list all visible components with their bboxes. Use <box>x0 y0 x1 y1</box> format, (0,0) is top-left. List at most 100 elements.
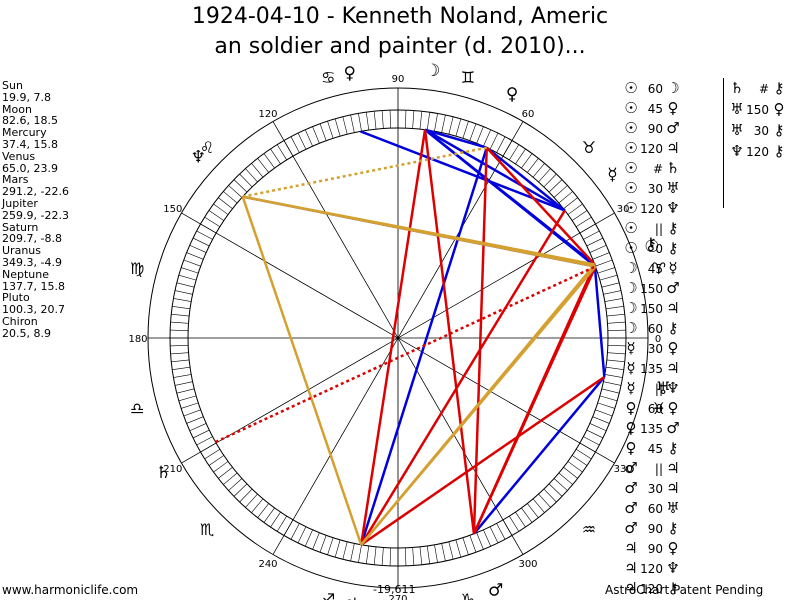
degree-tick <box>251 498 264 513</box>
degree-tick <box>381 547 384 566</box>
aspect-planet-a: ♂ <box>624 519 638 537</box>
degree-tick <box>543 488 557 503</box>
degree-tick <box>455 118 462 137</box>
aspect-row: ♂ 90 ⚷ <box>623 518 681 538</box>
degree-tick <box>319 123 327 141</box>
zodiac-sign-glyph: ♑ <box>461 590 475 600</box>
degree-tick <box>342 116 348 135</box>
planet-name: Sun <box>2 79 23 92</box>
degree-tick <box>521 153 533 169</box>
aspect-planet-b: ♃ <box>666 139 680 157</box>
aspect-angle: 150 <box>640 282 663 296</box>
aspect-row: ☉ 0 ⚷ <box>623 238 681 258</box>
site-url: www.harmoniclife.com <box>2 583 139 597</box>
degree-tick <box>297 132 307 150</box>
aspect-planet-b: ♂ <box>666 279 680 297</box>
degree-tick <box>606 313 625 317</box>
degree-tick <box>270 148 281 165</box>
degree-tick <box>170 345 189 347</box>
degree-tick <box>276 144 287 161</box>
degree-label: 270 <box>388 594 407 600</box>
center-coordinate: -19,611 <box>373 583 416 596</box>
degree-tick <box>358 113 362 132</box>
degree-tick <box>290 523 300 540</box>
degree-tick <box>575 449 592 460</box>
degree-tick <box>583 230 600 240</box>
chart-title-line2: an soldier and painter (d. 2010)... <box>214 34 586 59</box>
aspect-angle: 60 <box>647 402 663 416</box>
aspect-planet-a: ☽ <box>624 299 638 317</box>
degree-tick <box>589 423 607 432</box>
degree-tick <box>469 535 477 553</box>
degree-tick <box>170 352 189 355</box>
zodiac-sign-glyph: ♓ <box>652 399 666 418</box>
aspect-row: ☉ 60 ☽ <box>623 78 681 98</box>
planet-name: Venus <box>2 149 36 163</box>
degree-tick <box>426 112 431 131</box>
aspect-planet-b: ♀ <box>667 399 679 417</box>
degree-tick <box>592 252 610 260</box>
degree-tick <box>597 267 615 274</box>
aspect-planet-b: ♀ <box>773 100 785 118</box>
planet-position: 137.7, 15.8 <box>2 279 65 293</box>
degree-tick <box>181 402 199 409</box>
aspect-row: ♂ 30 ♃ <box>623 478 681 498</box>
aspect-planet-a: ♂ <box>624 459 638 477</box>
degree-tick <box>592 416 610 424</box>
aspect-row: ☉ 90 ♂ <box>623 118 681 138</box>
aspect-planet-b: ⚷ <box>667 219 679 237</box>
planet-position: 259.9, -22.3 <box>2 208 69 222</box>
aspect-row: ☽ 45 ☿ <box>623 258 681 278</box>
aspect-planet-a: ☽ <box>624 279 638 297</box>
degree-tick <box>604 374 623 378</box>
aspect-angle: # <box>652 162 663 176</box>
degree-tick <box>172 305 191 310</box>
degree-tick <box>373 111 377 130</box>
degree-tick <box>605 305 624 310</box>
planet-position: 100.3, 20.7 <box>2 303 65 317</box>
aspect-row: ☉ || ⚷ <box>623 218 681 238</box>
degree-label: 240 <box>258 559 277 570</box>
degree-tick <box>426 545 431 564</box>
zodiac-sign-glyph: ♋ <box>321 68 335 87</box>
degree-tick <box>176 282 195 288</box>
degree-tick <box>601 388 620 394</box>
aspect-row: ☽ 60 ⚷ <box>623 318 681 338</box>
aspect-angle: 60 <box>647 82 663 96</box>
degree-tick <box>538 168 551 183</box>
degree-tick <box>586 237 604 247</box>
planet-glyph: ☉ <box>644 237 659 257</box>
aspect-row: ♂ || ♃ <box>623 458 681 478</box>
aspect-table: ☉ 60 ☽ ☉ 45 ♀ ☉ 90 ♂ ☉ 120 ♃ ☉ # ♄ ☉ 30 ♅ ☉ 120 ♆ ☉ || ⚷ ☉ 0 ⚷ ☽ 45 ☿… <box>623 78 681 598</box>
degree-tick <box>558 472 573 485</box>
aspect-planet-b: ♆ <box>666 379 680 397</box>
aspect-angle: 60 <box>647 322 663 336</box>
degree-tick <box>583 436 600 446</box>
planet-position: 20.5, 8.9 <box>2 326 51 340</box>
aspect-planet-b: ♂ <box>666 419 680 437</box>
degree-label: 30 <box>617 204 630 215</box>
aspect-angle: || <box>654 462 663 476</box>
aspect-planet-a: ♅ <box>730 121 744 139</box>
aspect-planet-b: ⚷ <box>667 519 679 537</box>
degree-tick <box>448 116 454 135</box>
aspect-planet-b: ♃ <box>666 299 680 317</box>
aspect-row: ☉ # ♄ <box>623 158 681 178</box>
degree-tick <box>548 483 563 497</box>
degree-tick <box>245 168 258 183</box>
degree-tick <box>245 493 258 508</box>
planet-glyph: ⚷ <box>645 234 657 254</box>
planet-name: Neptune <box>2 267 50 281</box>
aspect-row: ☉ 30 ♅ <box>623 178 681 198</box>
aspect-angle: 45 <box>647 262 663 276</box>
zodiac-sign-glyph: ♍ <box>130 259 144 278</box>
aspect-line <box>424 128 566 212</box>
degree-tick <box>228 478 243 491</box>
aspect-planet-a: ♄ <box>730 79 744 97</box>
degree-tick <box>192 429 210 439</box>
degree-tick <box>571 455 588 466</box>
aspect-angle: 120 <box>746 145 769 159</box>
degree-tick <box>563 467 578 479</box>
aspect-line <box>424 128 488 149</box>
